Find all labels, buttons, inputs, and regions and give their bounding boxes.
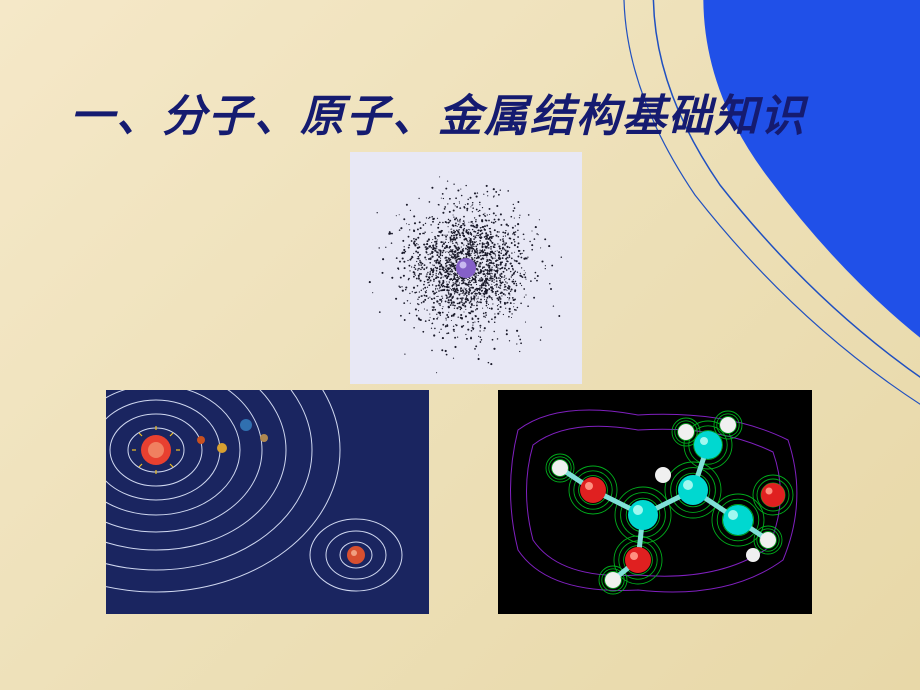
image-molecule-density (498, 390, 812, 614)
slide-title: 一、分子、原子、金属结构基础知识 (70, 80, 806, 144)
image-solar-system-orbits (106, 390, 429, 614)
image-electron-cloud (350, 152, 582, 384)
